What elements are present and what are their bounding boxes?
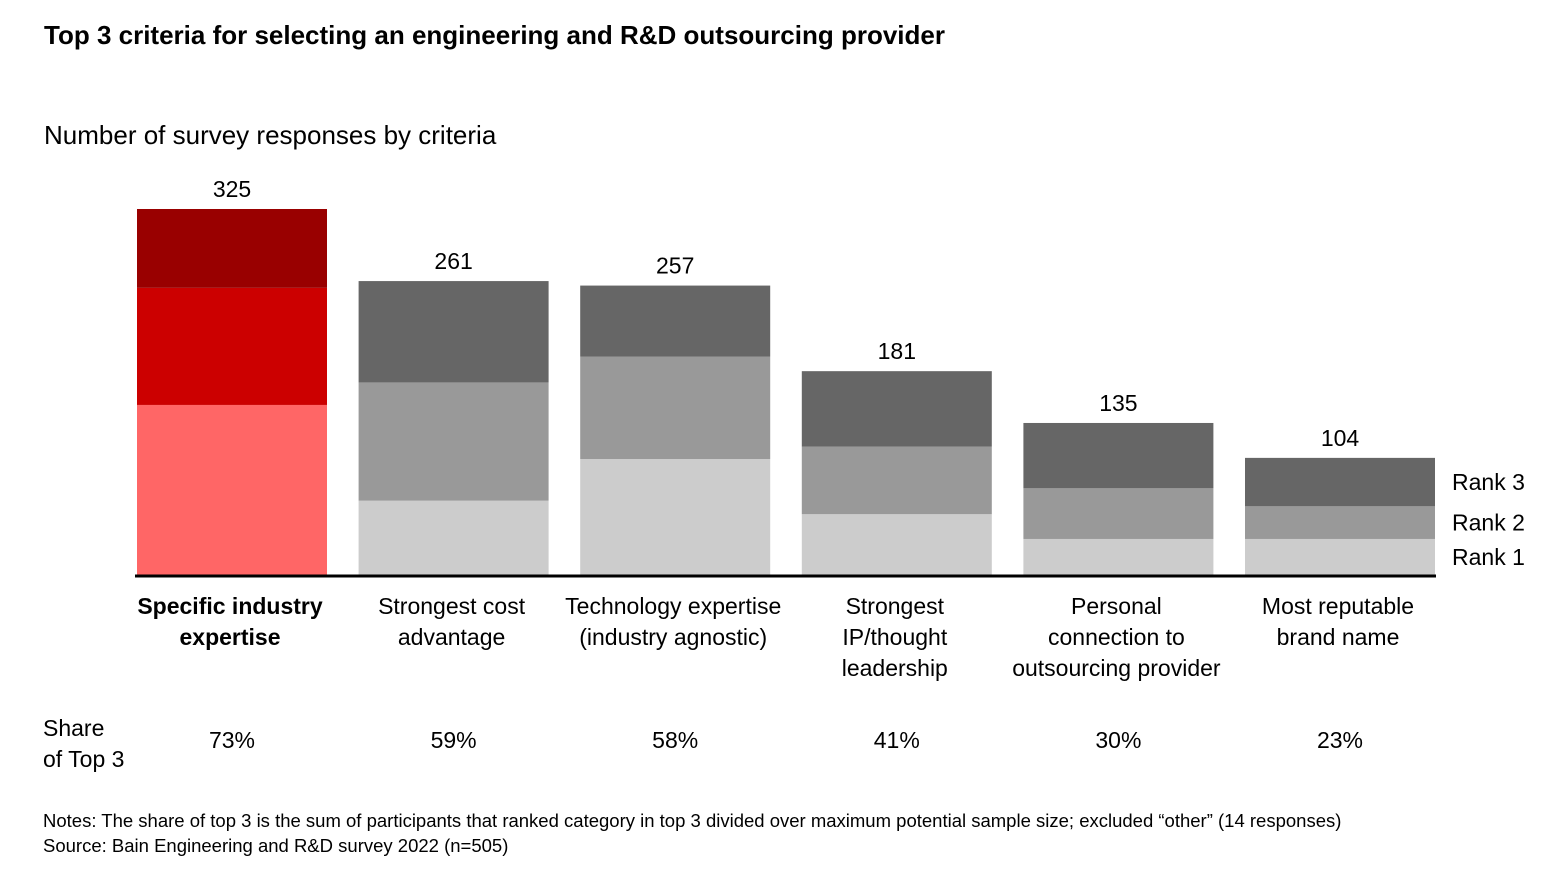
notes-text: Notes: The share of top 3 is the sum of … [43,810,1342,831]
share-value: 41% [874,727,920,753]
bar-segment-rank-2 [1023,488,1214,539]
total-label: 257 [656,253,694,279]
total-label: 135 [1099,390,1137,416]
bar-segment-rank-2 [137,287,327,405]
category-label: advantage [398,624,505,650]
category-label: outsourcing provider [1012,655,1221,681]
category-label: leadership [842,655,948,681]
category-label: IP/thought [842,624,947,650]
category-label: expertise [179,624,280,650]
bar-segment-rank-2 [801,446,992,515]
bar-segment-rank-1 [1023,538,1214,575]
total-label: 104 [1321,425,1360,451]
share-label-line2: of Top 3 [43,746,125,772]
bar-segment-rank-2 [358,382,549,501]
bar-segment-rank-3 [801,371,992,447]
bar-segment-rank-1 [137,404,327,575]
bar-segment-rank-3 [358,281,549,383]
category-label: Most reputable [1262,593,1414,619]
category-label: Strongest [846,593,945,619]
total-label: 181 [878,338,916,364]
category-label: Strongest cost [378,593,526,619]
bar-segment-rank-1 [1245,538,1435,575]
share-value: 23% [1317,727,1363,753]
bar-segment-rank-1 [358,500,549,575]
legend-rank-2: Rank 2 [1452,510,1525,536]
bar-segment-rank-3 [1023,422,1214,489]
footnotes: Notes: The share of top 3 is the sum of … [43,808,1341,858]
chart-subtitle: Number of survey responses by criteria [44,120,497,150]
bar-segment-rank-2 [1245,506,1435,539]
bar-segment-rank-1 [580,459,771,575]
category-label: Specific industry [137,593,323,619]
share-value: 30% [1095,727,1141,753]
category-label: Personal [1071,593,1162,619]
category-label: brand name [1277,624,1400,650]
category-label: Technology expertise [565,593,781,619]
category-label: (industry agnostic) [579,624,767,650]
source-text: Source: Bain Engineering and R&D survey … [43,835,509,856]
legend-rank-3: Rank 3 [1452,469,1525,495]
bar-segment-rank-2 [580,356,771,460]
category-label: connection to [1048,624,1185,650]
legend-rank-1: Rank 1 [1452,544,1525,570]
share-of-top3-label: Share of Top 3 [43,713,124,775]
chart-title: Top 3 criteria for selecting an engineer… [44,20,945,50]
bar-segment-rank-3 [137,209,327,288]
share-value: 59% [431,727,477,753]
total-label: 325 [213,176,251,202]
share-value: 73% [209,727,255,753]
total-label: 261 [434,248,472,274]
bar-segment-rank-3 [580,285,771,357]
bar-segment-rank-3 [1245,457,1435,507]
bar-segment-rank-1 [801,514,992,575]
share-value: 58% [652,727,698,753]
share-label-line1: Share [43,715,105,741]
